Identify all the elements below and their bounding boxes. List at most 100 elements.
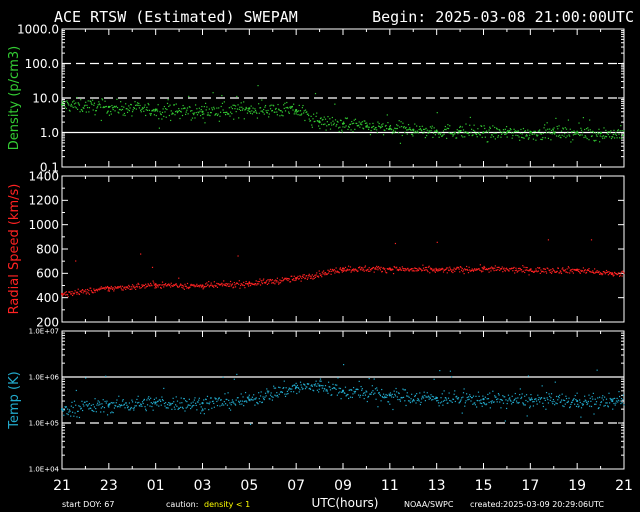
data-point: [461, 135, 463, 137]
data-point: [434, 134, 436, 136]
data-point: [136, 286, 139, 288]
data-point: [558, 125, 560, 127]
data-point: [86, 405, 89, 407]
data-point: [383, 268, 385, 270]
data-point: [82, 107, 84, 109]
data-point: [343, 392, 345, 394]
data-point: [316, 385, 318, 387]
data-point: [205, 398, 207, 401]
data-point: [223, 401, 225, 403]
data-point: [350, 271, 352, 273]
data-point: [424, 136, 427, 139]
data-point: [520, 269, 522, 271]
data-point: [372, 390, 374, 392]
data-point: [555, 395, 558, 398]
data-point: [90, 404, 92, 406]
data-point: [149, 405, 151, 407]
data-point: [95, 289, 97, 292]
data-point: [584, 128, 586, 131]
data-point: [100, 119, 102, 122]
data-point: [172, 285, 174, 287]
data-point: [376, 389, 378, 391]
data-point: [145, 286, 147, 288]
data-point: [142, 107, 144, 109]
data-point: [598, 407, 600, 409]
data-point: [381, 125, 383, 128]
data-point: [158, 284, 160, 286]
data-point: [291, 105, 293, 108]
data-point: [187, 113, 189, 115]
data-point: [618, 272, 620, 274]
data-point: [282, 115, 284, 117]
data-point: [258, 398, 260, 400]
data-point: [321, 123, 323, 125]
data-point: [501, 399, 503, 402]
data-point: [324, 388, 326, 390]
data-point: [472, 403, 474, 405]
data-point: [363, 120, 365, 122]
data-point: [248, 394, 250, 396]
data-point: [114, 110, 116, 112]
data-point: [430, 268, 432, 270]
data-point: [132, 286, 134, 288]
data-point: [121, 105, 123, 108]
data-point: [454, 270, 456, 272]
data-point: [430, 129, 432, 132]
data-point: [214, 113, 217, 115]
data-point: [401, 396, 403, 399]
data-point: [494, 265, 496, 267]
data-point: [145, 109, 147, 111]
data-point: [507, 129, 509, 132]
data-point: [540, 397, 542, 399]
data-point: [156, 285, 158, 287]
data-point: [370, 129, 372, 132]
data-point: [68, 109, 71, 111]
data-point: [227, 113, 229, 115]
data-point: [401, 397, 403, 399]
data-point: [443, 133, 445, 135]
data-point: [118, 108, 121, 111]
data-point: [491, 400, 493, 402]
data-point: [464, 269, 466, 271]
data-point: [622, 271, 624, 274]
data-point: [326, 273, 328, 275]
data-point: [338, 272, 340, 274]
data-point: [258, 392, 260, 394]
data-point: [88, 408, 90, 410]
data-point: [602, 399, 604, 401]
data-point: [457, 398, 459, 400]
data-point: [564, 269, 566, 271]
data-point: [504, 270, 506, 272]
data-point: [529, 407, 531, 409]
data-point: [454, 390, 456, 392]
data-point: [318, 388, 320, 390]
data-point: [471, 269, 473, 272]
data-point: [64, 106, 66, 108]
data-point: [101, 287, 103, 290]
data-point: [572, 139, 574, 141]
data-point: [163, 284, 165, 286]
data-point: [275, 395, 277, 397]
data-point: [200, 406, 202, 408]
data-point: [281, 280, 283, 282]
data-point: [108, 403, 111, 405]
data-point: [589, 405, 591, 407]
data-point: [376, 387, 378, 389]
data-point: [85, 404, 87, 406]
data-point: [96, 107, 98, 109]
data-point: [433, 378, 435, 380]
data-point: [404, 400, 406, 402]
data-point: [118, 112, 120, 114]
data-point: [609, 136, 611, 138]
data-point: [450, 269, 452, 271]
data-point: [597, 131, 599, 134]
data-point: [105, 286, 107, 288]
data-point: [550, 272, 553, 274]
data-point: [91, 103, 93, 106]
data-point: [210, 397, 212, 399]
data-point: [570, 269, 573, 271]
data-point: [288, 278, 290, 280]
data-point: [540, 269, 542, 271]
data-point: [136, 398, 138, 401]
